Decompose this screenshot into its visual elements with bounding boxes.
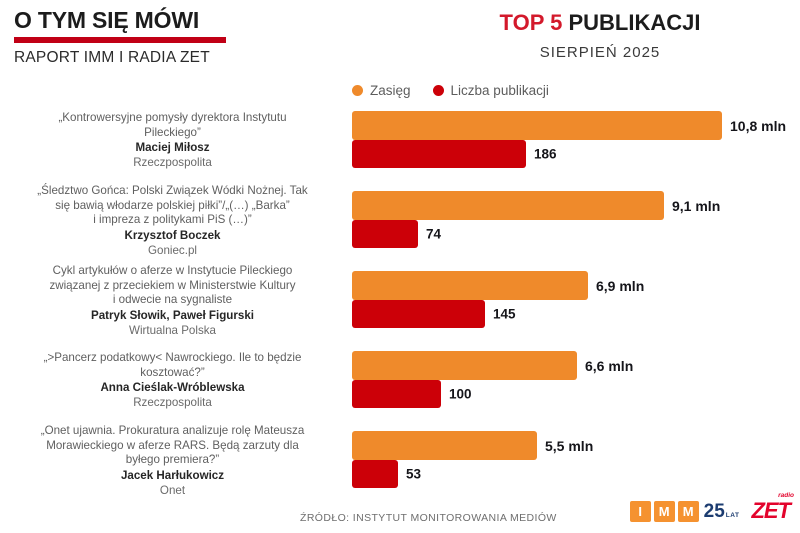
publications-value-label: 100 (449, 386, 472, 402)
publication-title: Cykl artykułów o aferze w Instytucie Pil… (4, 264, 341, 308)
imm-letter-m1: M (653, 500, 675, 522)
page-title: TOP 5 PUBLIKACJI (400, 10, 800, 36)
publication-title-line: Pileckiego” (144, 125, 201, 139)
row-bars: 10,8 mln 186 (352, 111, 786, 168)
publication-source: Rzeczpospolita (133, 396, 212, 410)
reach-value-label: 6,9 mln (596, 277, 645, 294)
publication-title-line: Cykl artykułów o aferze w Instytucie Pil… (52, 264, 293, 277)
zet-wordmark: ZET (751, 498, 791, 523)
publication-title-line: „>Pancerz podatkowy< Nawrockiego. Ile to… (43, 351, 302, 364)
row-label: „Kontrowersyjne pomysły dyrektora Instyt… (0, 111, 345, 170)
imm-anniversary: 25 LAT (704, 502, 740, 521)
table-row: „Onet ujawnia. Prokuratura analizuje rol… (0, 424, 800, 505)
reach-value-label: 5,5 mln (545, 437, 594, 454)
row-bars: 9,1 mln 74 (352, 191, 720, 248)
table-row: „Śledztwo Gońca: Polski Związek Wódki No… (0, 184, 800, 265)
publication-title-line: „Onet ujawnia. Prokuratura analizuje rol… (40, 424, 305, 437)
reach-bar: 10,8 mln (352, 111, 786, 140)
publications-bar: 74 (352, 220, 441, 248)
publication-title-line: „Śledztwo Gońca: Polski Związek Wódki No… (37, 184, 308, 197)
red-dot-icon (432, 85, 444, 96)
publication-title-line: się bawią włodarze polskiej piłki”/„(…) … (55, 198, 290, 212)
publication-author: Jacek Harłukowicz (120, 468, 225, 482)
table-row: „Kontrowersyjne pomysły dyrektora Instyt… (0, 105, 800, 185)
publication-title-line: Morawieckiego w aferze RARS. Będą zarzut… (46, 438, 299, 452)
report-branding: O TYM SIĘ MÓWI RAPORT IMM I RADIA ZET (14, 8, 334, 67)
reach-bar: 5,5 mln (352, 431, 593, 460)
chart-rows: „Kontrowersyjne pomysły dyrektora Instyt… (0, 105, 800, 505)
row-label: „Onet ujawnia. Prokuratura analizuje rol… (0, 424, 345, 498)
reach-value-label: 9,1 mln (672, 197, 721, 214)
reach-bar: 9,1 mln (352, 191, 720, 220)
reach-bar: 6,6 mln (352, 351, 633, 380)
imm-anniversary-number: 25 (703, 500, 725, 522)
table-row: Cykl artykułów o aferze w Instytucie Pil… (0, 264, 800, 345)
publication-author: Patryk Słowik, Paweł Figurski (90, 308, 255, 322)
chart-legend: Zasięg Liczba publikacji (352, 83, 549, 98)
publication-title-line: i odwecie na sygnaliste (112, 293, 233, 307)
publications-bar: 145 (352, 300, 516, 328)
page-title-rest: PUBLIKACJI (562, 10, 701, 35)
row-bars: 6,9 mln 145 (352, 271, 644, 328)
publication-author: Maciej Miłosz (135, 141, 210, 155)
publication-title: „Onet ujawnia. Prokuratura analizuje rol… (4, 424, 341, 468)
publication-source: Rzeczpospolita (133, 156, 212, 170)
publication-source: Wirtualna Polska (129, 323, 216, 337)
brand-divider (14, 37, 226, 44)
footer-logos: I M M 25 LAT ZET radio (629, 492, 794, 523)
page-title-accent: TOP 5 (499, 10, 563, 35)
imm-logo: I M M 25 LAT (629, 500, 740, 522)
imm-anniversary-lat: LAT (725, 512, 740, 519)
publication-title-line: „Kontrowersyjne pomysły dyrektora Instyt… (58, 111, 287, 124)
publication-title: „>Pancerz podatkowy< Nawrockiego. Ile to… (4, 351, 341, 380)
publication-source: Goniec.pl (148, 243, 197, 257)
row-label: „>Pancerz podatkowy< Nawrockiego. Ile to… (0, 351, 345, 410)
imm-letter-m2: M (677, 500, 699, 522)
row-bars: 5,5 mln 53 (352, 431, 593, 488)
publications-value-label: 74 (426, 226, 442, 242)
publications-bar: 53 (352, 460, 421, 488)
publications-bar: 100 (352, 380, 472, 408)
publications-value-label: 186 (534, 146, 557, 162)
row-label: „Śledztwo Gońca: Polski Związek Wódki No… (0, 184, 345, 258)
brand-title: O TYM SIĘ MÓWI (14, 7, 200, 33)
reach-value-label: 6,6 mln (585, 357, 634, 374)
publication-title-line: byłego premiera?” (125, 453, 220, 467)
zet-radio-tag: radio (778, 492, 794, 499)
publication-title: „Śledztwo Gońca: Polski Związek Wódki No… (4, 184, 341, 228)
publications-bar: 186 (352, 140, 557, 168)
publication-author: Krzysztof Boczek (124, 228, 221, 242)
brand-subtitle: RAPORT IMM I RADIA ZET (14, 49, 210, 67)
orange-dot-icon (352, 85, 363, 96)
reach-bar: 6,9 mln (352, 271, 644, 300)
source-note: ŹRÓDŁO: INSTYTUT MONITOROWANIA MEDIÓW (300, 512, 557, 524)
publication-title-line: związanej z przeciekiem w Ministerstwie … (49, 278, 296, 292)
page-subtitle: SIERPIEŃ 2025 (539, 44, 661, 61)
legend-label-publications: Liczba publikacji (450, 83, 549, 98)
row-label: Cykl artykułów o aferze w Instytucie Pil… (0, 264, 345, 338)
publication-author: Anna Cieślak-Wróblewska (100, 381, 245, 395)
publication-source: Onet (159, 483, 186, 497)
table-row: „>Pancerz podatkowy< Nawrockiego. Ile to… (0, 345, 800, 425)
chart-heading: TOP 5 PUBLIKACJI SIERPIEŃ 2025 (400, 10, 800, 61)
publications-value-label: 53 (406, 466, 422, 482)
radio-zet-logo: ZET radio (751, 492, 794, 523)
publication-title-line: kosztować?” (140, 365, 205, 379)
legend-item-publications: Liczba publikacji (432, 83, 549, 98)
reach-value-label: 10,8 mln (730, 117, 787, 134)
publication-title-line: i impreza z politykami PiS (…)” (93, 213, 252, 227)
imm-letter-i: I (629, 500, 651, 522)
legend-label-reach: Zasięg (370, 83, 411, 98)
publication-title: „Kontrowersyjne pomysły dyrektora Instyt… (4, 111, 341, 140)
legend-item-reach: Zasięg (352, 83, 411, 98)
publications-value-label: 145 (493, 306, 516, 322)
row-bars: 6,6 mln 100 (352, 351, 633, 408)
